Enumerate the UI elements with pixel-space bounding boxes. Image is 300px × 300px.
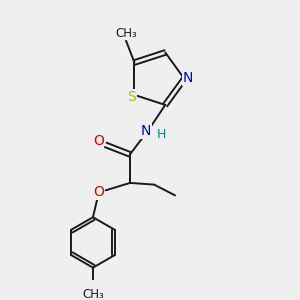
- Text: CH₃: CH₃: [82, 288, 104, 300]
- Text: CH₃: CH₃: [115, 27, 137, 40]
- Text: N: N: [141, 124, 151, 138]
- Text: N: N: [182, 71, 193, 85]
- Text: S: S: [128, 90, 136, 104]
- Text: O: O: [93, 185, 104, 199]
- Text: H: H: [157, 128, 166, 141]
- Text: O: O: [93, 134, 104, 148]
